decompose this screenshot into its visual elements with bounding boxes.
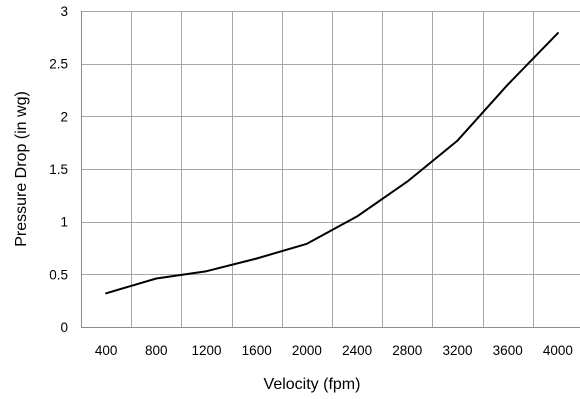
series-line bbox=[105, 32, 559, 295]
y-tick-label: 2 bbox=[60, 109, 68, 124]
y-tick-label: 3 bbox=[60, 4, 68, 19]
x-axis-title: Velocity (fpm) bbox=[264, 376, 361, 393]
y-axis-title: Pressure Drop (in wg) bbox=[13, 91, 30, 247]
chart-grid bbox=[81, 11, 580, 327]
x-tick-label: 2400 bbox=[342, 343, 372, 358]
x-tick-label: 800 bbox=[145, 343, 168, 358]
y-tick-label: 0 bbox=[60, 320, 68, 335]
x-tick-label: 1200 bbox=[191, 343, 221, 358]
chart-tick-labels: 0 0.5 1 1.5 2 2.5 3 400 800 1200 1600 2000 2400 2800 3… bbox=[49, 4, 573, 358]
x-tick-label: 1600 bbox=[242, 343, 272, 358]
chart-series bbox=[105, 32, 559, 295]
x-tick-label: 3600 bbox=[493, 343, 523, 358]
y-tick-label: 1 bbox=[60, 215, 68, 230]
x-tick-label: 2000 bbox=[292, 343, 322, 358]
x-tick-label: 400 bbox=[95, 343, 118, 358]
x-tick-label: 2800 bbox=[392, 343, 422, 358]
x-tick-label: 3200 bbox=[442, 343, 472, 358]
y-tick-label: 0.5 bbox=[49, 267, 68, 282]
x-tick-label: 4000 bbox=[543, 343, 573, 358]
y-tick-label: 2.5 bbox=[49, 57, 68, 72]
y-tick-label: 1.5 bbox=[49, 162, 68, 177]
